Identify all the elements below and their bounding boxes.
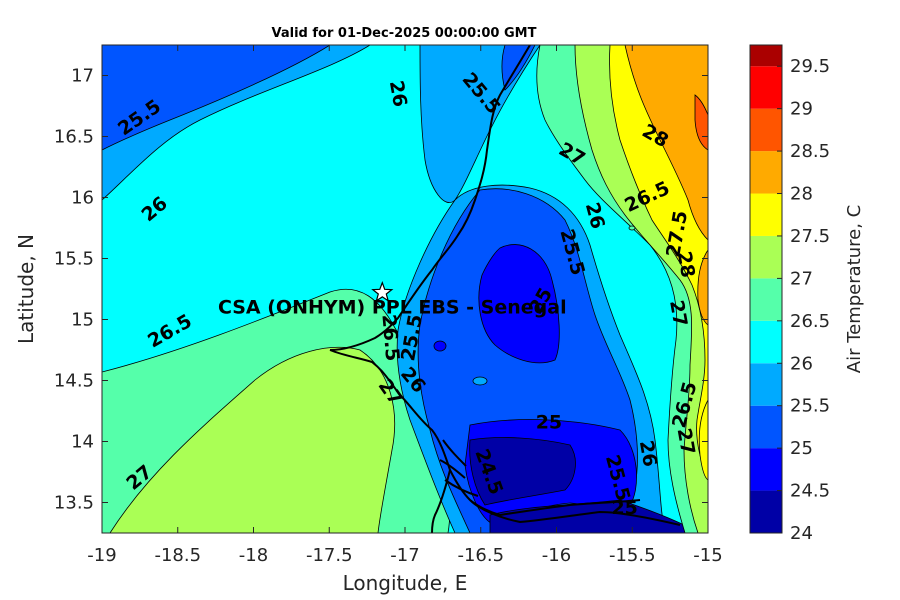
- colorbar-segment: [750, 363, 782, 406]
- colorbar-segment: [750, 320, 782, 364]
- colorbar-tick-label: 28.5: [790, 141, 830, 162]
- colorbar-tick-label: 29: [790, 99, 813, 120]
- y-tick-label: 15: [71, 310, 94, 331]
- band-25-nw: [102, 45, 331, 151]
- contour-label: 25: [611, 497, 637, 519]
- colorbar-segment: [750, 66, 782, 109]
- site-label: CSA (ONHYM) PPL EBS - Senegal: [218, 297, 567, 319]
- contour-label: 28: [673, 250, 699, 280]
- coastline: [329, 45, 681, 533]
- river-gambia: [469, 499, 681, 526]
- colorbar-tick-label: 25.5: [790, 396, 830, 417]
- colorbar-tick-label: 25: [790, 438, 813, 459]
- y-tick-label: 13.5: [54, 493, 94, 514]
- contour-island-2: [472, 376, 488, 386]
- band-24-5-central: [478, 244, 560, 364]
- x-tick-label: -15.5: [609, 545, 656, 566]
- x-axis-ticks: -19 -18.5 -18 -17.5 -17 -16.5 -16 -15.5 -15: [87, 45, 723, 566]
- x-tick-label: -15: [693, 545, 722, 566]
- colorbar-tick-label: 29.5: [790, 56, 830, 77]
- site-star-icon: [371, 280, 394, 303]
- band-28-east-low: [697, 249, 708, 326]
- colorbar-tick-label: 28: [790, 184, 813, 205]
- coastline-south: [431, 469, 451, 533]
- band-27-west: [109, 347, 395, 533]
- colorbar-segment: [750, 490, 782, 533]
- colorbar-segment: [750, 151, 782, 194]
- x-tick-label: -16.5: [457, 545, 504, 566]
- contour-island-3: [628, 225, 636, 231]
- contour-fill: [102, 45, 708, 533]
- colorbar-tick-label: 27: [790, 268, 813, 289]
- x-tick-label: -16: [542, 545, 571, 566]
- y-tick-label: 14.5: [54, 371, 94, 392]
- band-24-south: [469, 437, 576, 506]
- band-27-5-se: [698, 399, 708, 481]
- colorbar-tick-label: 24: [790, 523, 813, 544]
- colorbar-segment: [750, 45, 782, 67]
- contour-labels: 25.526 25.52626.52726.525.5262724.5252525…: [114, 68, 701, 519]
- contour-label: 26: [385, 79, 411, 109]
- colorbar-tick-label: 26: [790, 353, 813, 374]
- coastline-salum: [439, 439, 479, 497]
- y-tick-label: 16.5: [54, 127, 94, 148]
- x-tick-label: -18.5: [154, 545, 201, 566]
- y-tick-label: 15.5: [54, 249, 94, 270]
- colorbar-tick-label: 26.5: [790, 311, 830, 332]
- x-axis-label: Longitude, E: [343, 571, 468, 595]
- y-tick-label: 16: [71, 188, 94, 209]
- band-28-east: [624, 45, 708, 241]
- x-tick-label: -17.5: [306, 545, 353, 566]
- coastline-north: [329, 45, 531, 351]
- x-tick-label: -18: [239, 545, 268, 566]
- contour-island-1: [433, 340, 447, 352]
- colorbar-segment: [750, 193, 782, 236]
- chart-title: Valid for 01-Dec-2025 00:00:00 GMT: [272, 26, 537, 41]
- contour-label: 26: [635, 439, 661, 469]
- y-axis-label: Latitude, N: [14, 234, 38, 344]
- colorbar: 24 24.5 25 25.5 26 26.5 27 27.5 28 28.5 29 29.5: [750, 45, 830, 544]
- y-axis-ticks: 13.5 14 14.5 15 15.5 16 16.5 17: [54, 66, 708, 514]
- colorbar-segment: [750, 108, 782, 152]
- colorbar-segment: [750, 448, 782, 491]
- colorbar-segment: [750, 405, 782, 449]
- colorbar-segment: [750, 235, 782, 279]
- colorbar-tick-label: 27.5: [790, 226, 830, 247]
- x-tick-label: -19: [87, 545, 116, 566]
- colorbar-segment: [750, 278, 782, 321]
- colorbar-label: Air Temperature, C: [844, 205, 865, 373]
- y-tick-label: 17: [71, 66, 94, 87]
- contour-label: 27: [673, 426, 699, 456]
- y-tick-label: 14: [71, 432, 94, 453]
- colorbar-frame: [749, 44, 783, 534]
- x-tick-label: -17: [390, 545, 419, 566]
- contour-label: 27: [665, 298, 691, 328]
- contour-label: 25: [536, 412, 562, 434]
- colorbar-tick-label: 24.5: [790, 481, 830, 502]
- contour-label: 26.5: [377, 313, 403, 362]
